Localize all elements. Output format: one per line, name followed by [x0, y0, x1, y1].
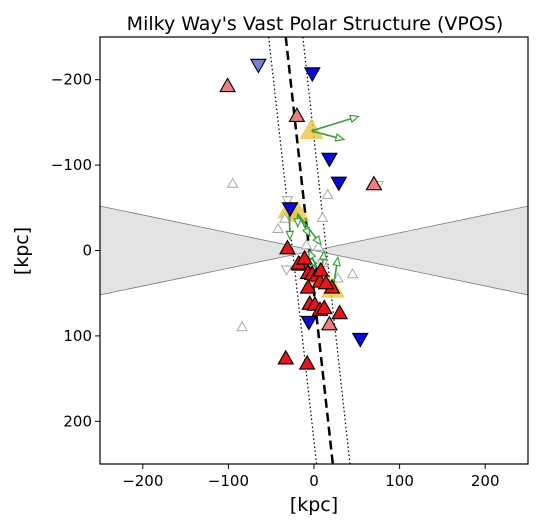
marker-open-5-0	[281, 196, 294, 207]
marker-faded_red-2-3	[320, 315, 338, 331]
y-tick-label: 200	[63, 412, 92, 430]
velocity-arrow-2	[311, 130, 346, 142]
marker-red-0-13	[331, 304, 349, 320]
velocity-arrow-head	[318, 249, 328, 261]
y-tick-label: 0	[82, 242, 92, 260]
y-tick-label: −200	[51, 71, 92, 89]
chart-title: Milky Way's Vast Polar Structure (VPOS)	[127, 13, 504, 35]
axis-ticks: −200 −100 0 100 200 −200 −100 0 100 200	[51, 71, 500, 490]
velocity-arrow-head	[334, 133, 346, 142]
velocity-arrow-head	[293, 217, 303, 229]
x-tick-label: 200	[471, 472, 500, 490]
marker-red-0-17	[296, 249, 314, 265]
marker-red-0-19	[317, 274, 335, 290]
velocity-arrow-6	[297, 213, 322, 246]
marker-faded_red-2-0	[219, 77, 236, 93]
marker-blue-1-4	[351, 332, 369, 348]
highlight-marker-3	[285, 200, 310, 222]
marker-blue-1-3	[300, 315, 318, 331]
x-tick-label: 0	[309, 472, 319, 490]
marker-blue-1-5	[281, 202, 299, 218]
velocity-arrow-head	[301, 226, 311, 238]
marker-open-4-5	[300, 238, 313, 250]
marker-open-4-1	[279, 212, 291, 223]
marker-open-5-2	[280, 265, 293, 276]
marker-red-0-14	[277, 349, 295, 365]
marker-open-4-2	[272, 222, 284, 233]
obscured-wedge-right	[313, 205, 528, 296]
highlight-marker-1	[299, 117, 324, 139]
velocity-arrow-head	[332, 255, 341, 267]
marker-open-4-9	[346, 267, 359, 279]
x-tick-label: −100	[208, 472, 249, 490]
marker-red-0-0	[279, 239, 296, 255]
plot-area	[100, 37, 528, 464]
marker-open-4-0	[226, 177, 239, 188]
velocity-arrow-head	[285, 230, 295, 241]
marker-blue-1-1	[320, 152, 338, 168]
marker-red-0-11	[315, 299, 333, 315]
x-axis-label: [kpc]	[290, 494, 338, 516]
marker-open-4-3	[321, 188, 334, 199]
velocity-arrow-shaft	[297, 213, 317, 239]
velocity-arrow-head	[312, 234, 322, 246]
velocity-arrow-head	[308, 249, 317, 261]
marker-blue-1-0	[303, 67, 321, 83]
velocity-arrow-1	[311, 114, 360, 132]
marker-open-4-10	[236, 320, 248, 332]
marker-faded_red-2-1	[288, 107, 306, 122]
marker-red-0-5	[299, 278, 317, 294]
marker-open-4-4	[316, 211, 329, 222]
marker-blue-1-2	[330, 176, 348, 192]
velocity-arrow-head	[348, 114, 360, 124]
marker-faded_red-2-2	[365, 175, 383, 191]
y-axis-label: [kpc]	[11, 227, 33, 275]
marker-red-0-18	[312, 261, 330, 277]
velocity-arrow-shaft	[311, 118, 352, 132]
y-tick-label: −100	[51, 156, 92, 174]
y-tick-label: 100	[63, 327, 92, 345]
marker-faded_blue-3-0	[249, 58, 267, 74]
x-tick-label: 100	[385, 472, 414, 490]
marker-red-0-15	[298, 354, 316, 370]
marker-open-4-6	[312, 240, 325, 251]
x-tick-label: −200	[122, 472, 163, 490]
velocity-arrow-shaft	[311, 130, 337, 139]
obscured-wedge-left	[100, 205, 315, 296]
